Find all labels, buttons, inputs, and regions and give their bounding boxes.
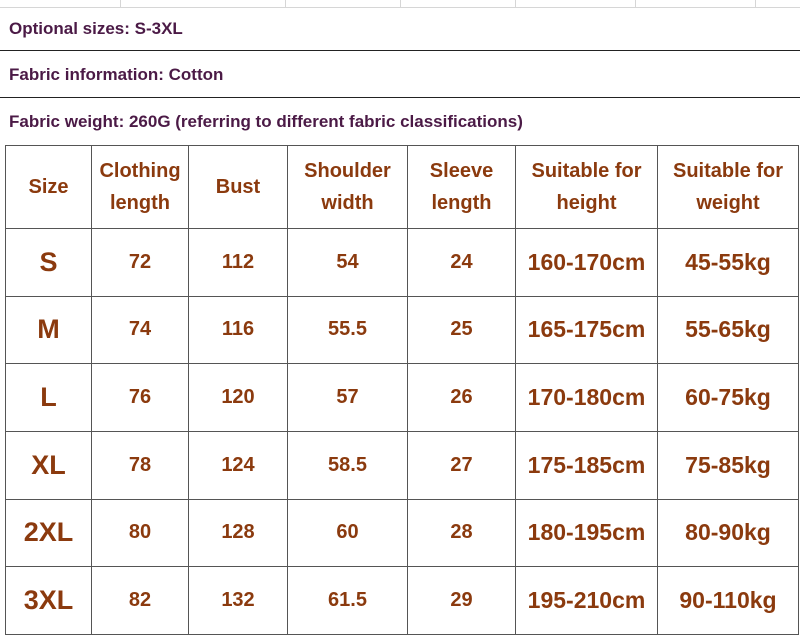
shoulder-width-cell: 57 [287, 363, 408, 432]
header-bust: Bust [188, 145, 288, 229]
clothing-length-cell: 74 [91, 295, 189, 365]
size-cell: XL [5, 430, 92, 500]
shoulder-width-cell: 60 [287, 498, 408, 568]
sleeve-length-cell: 28 [407, 498, 516, 568]
header-shoulder-width: Shoulder width [287, 145, 408, 229]
table-row: S 72 112 54 24 160-170cm 45-55kg [5, 228, 799, 297]
clothing-length-cell: 76 [91, 363, 189, 432]
shoulder-width-cell: 61.5 [287, 566, 408, 635]
clothing-length-cell: 72 [91, 228, 189, 297]
bust-cell: 128 [188, 498, 288, 568]
size-cell: 3XL [5, 566, 92, 635]
bust-cell: 124 [188, 430, 288, 500]
shoulder-width-cell: 58.5 [287, 430, 408, 500]
header-suitable-height: Suitable for height [515, 145, 658, 229]
size-cell: 2XL [5, 498, 92, 568]
sleeve-length-cell: 25 [407, 295, 516, 365]
optional-sizes-line: Optional sizes: S-3XL [0, 8, 800, 51]
sleeve-length-cell: 27 [407, 430, 516, 500]
shoulder-width-cell: 55.5 [287, 295, 408, 365]
table-row: XL 78 124 58.5 27 175-185cm 75-85kg [5, 430, 799, 500]
table-row: 3XL 82 132 61.5 29 195-210cm 90-110kg [5, 566, 799, 635]
height-cell: 160-170cm [515, 228, 658, 297]
height-cell: 170-180cm [515, 363, 658, 432]
sleeve-length-cell: 29 [407, 566, 516, 635]
header-clothing-length: Clothing length [91, 145, 189, 229]
height-cell: 180-195cm [515, 498, 658, 568]
fabric-information-line: Fabric information: Cotton [0, 52, 800, 98]
table-row: 2XL 80 128 60 28 180-195cm 80-90kg [5, 498, 799, 568]
shoulder-width-cell: 54 [287, 228, 408, 297]
size-cell: S [5, 228, 92, 297]
weight-cell: 75-85kg [657, 430, 799, 500]
clothing-length-cell: 80 [91, 498, 189, 568]
bust-cell: 116 [188, 295, 288, 365]
header-sleeve-length: Sleeve length [407, 145, 516, 229]
table-header-row: Size Clothing length Bust Shoulder width… [5, 145, 799, 229]
size-chart-table: Size Clothing length Bust Shoulder width… [5, 145, 799, 635]
fabric-weight-line: Fabric weight: 260G (referring to differ… [9, 112, 523, 131]
top-grid-strip [0, 0, 800, 8]
weight-cell: 90-110kg [657, 566, 799, 635]
clothing-length-cell: 78 [91, 430, 189, 500]
height-cell: 165-175cm [515, 295, 658, 365]
weight-cell: 55-65kg [657, 295, 799, 365]
header-suitable-weight: Suitable for weight [657, 145, 799, 229]
bust-cell: 120 [188, 363, 288, 432]
weight-cell: 80-90kg [657, 498, 799, 568]
table-row: M 74 116 55.5 25 165-175cm 55-65kg [5, 295, 799, 365]
table-row: L 76 120 57 26 170-180cm 60-75kg [5, 363, 799, 432]
sleeve-length-cell: 26 [407, 363, 516, 432]
size-cell: L [5, 363, 92, 432]
weight-cell: 60-75kg [657, 363, 799, 432]
size-cell: M [5, 295, 92, 365]
height-cell: 175-185cm [515, 430, 658, 500]
bust-cell: 132 [188, 566, 288, 635]
bust-cell: 112 [188, 228, 288, 297]
sleeve-length-cell: 24 [407, 228, 516, 297]
height-cell: 195-210cm [515, 566, 658, 635]
clothing-length-cell: 82 [91, 566, 189, 635]
weight-cell: 45-55kg [657, 228, 799, 297]
header-size: Size [5, 145, 92, 229]
